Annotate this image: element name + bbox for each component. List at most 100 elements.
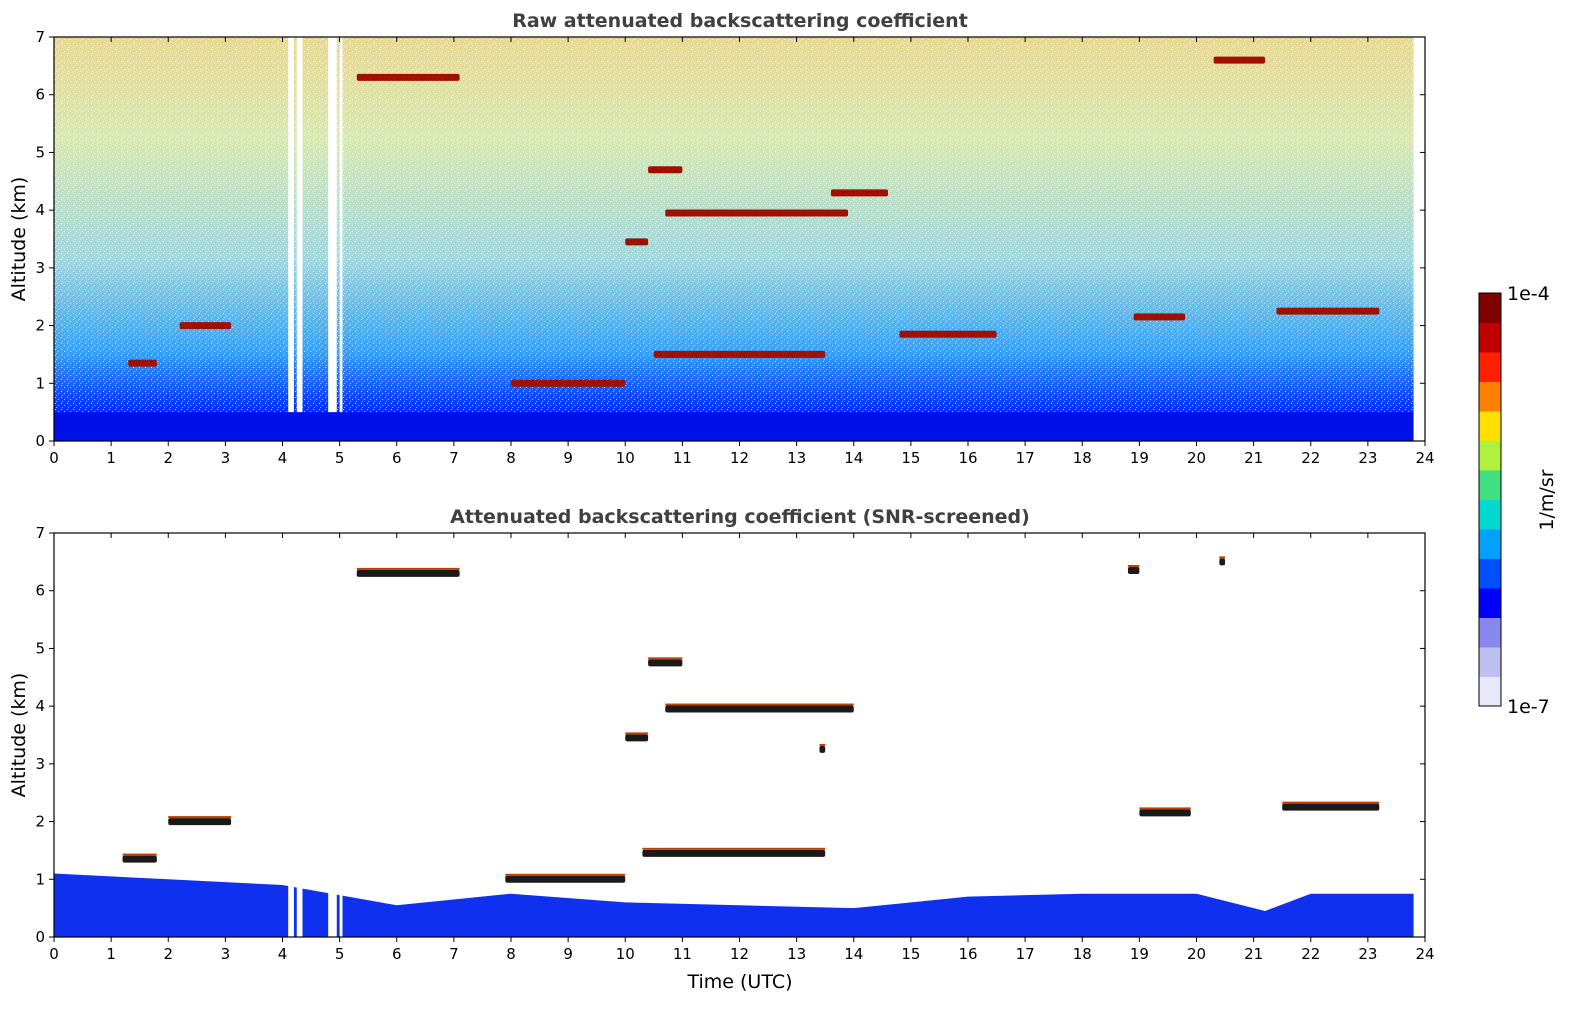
x-tick-label: 1 (106, 449, 116, 467)
x-tick-label: 4 (278, 449, 288, 467)
cloud-layer-edge (356, 567, 460, 570)
data-gap (296, 37, 303, 441)
data-gap (296, 877, 303, 937)
x-tick-label: 5 (335, 945, 345, 963)
x-tick-label: 10 (616, 449, 635, 467)
cloud-layer-edge (505, 873, 626, 876)
x-tick-label: 21 (1244, 945, 1263, 963)
boundary-layer (54, 37, 1425, 441)
x-tick-label: 7 (449, 449, 459, 467)
y-axis-label-screened: Altitude (km) (8, 673, 30, 798)
panel-snr-screened: Attenuated backscattering coefficient (S… (8, 506, 1435, 993)
colorbar-min-label: 1e-7 (1507, 696, 1550, 718)
x-axis-label: Time (UTC) (686, 971, 792, 993)
colorbar-max-label: 1e-4 (1507, 283, 1550, 305)
x-tick-label: 9 (563, 945, 573, 963)
data-gap (339, 877, 343, 937)
cloud-layer (653, 350, 826, 358)
colorbar-step (1479, 617, 1501, 648)
cloud-layer-edge (648, 657, 683, 660)
cloud-layer (625, 734, 649, 742)
cloud-layer (648, 659, 683, 667)
boundary-layer-screened (54, 873, 1414, 937)
x-tick-label: 6 (392, 945, 402, 963)
cloud-layer-edge (1282, 801, 1380, 804)
x-tick-label: 3 (221, 945, 231, 963)
data-gap (288, 37, 294, 441)
colorbar-step (1479, 411, 1501, 441)
x-tick-label: 5 (335, 449, 345, 467)
y-tick-label: 0 (35, 928, 45, 946)
colorbar-frame (1478, 292, 1502, 707)
raw-speckle-overlay (54, 37, 1417, 441)
x-axis-raw: 0 1 2 3 4 5 6 7 8 9 10 11 12 13 14 15 16 17 18 19 20 21 22 23 24 (49, 37, 1435, 467)
colorbar-step (1479, 352, 1501, 382)
cloud-layer (1127, 567, 1140, 575)
x-tick-label: 17 (1016, 449, 1035, 467)
cloud-layer-edge (642, 847, 826, 850)
cloud-layer (1276, 307, 1380, 315)
data-gap (339, 37, 343, 441)
y-tick-label: 4 (35, 697, 45, 715)
boundary-layer-band (54, 412, 1414, 441)
colorbar-step (1479, 440, 1501, 471)
cloud-layer-edge (168, 816, 232, 819)
y-axis-label-raw: Altitude (km) (8, 177, 30, 302)
cloud-layer (168, 818, 232, 826)
colorbar-step (1479, 470, 1501, 500)
y-tick-label: 6 (35, 86, 45, 104)
y-tick-label: 5 (35, 143, 45, 161)
x-tick-label: 21 (1244, 449, 1263, 467)
colorbar-step (1479, 529, 1501, 559)
cloud-layer (356, 73, 460, 81)
x-tick-label: 17 (1016, 945, 1035, 963)
y-tick-label: 2 (35, 317, 45, 335)
x-tick-label: 2 (163, 449, 173, 467)
x-axis-screened: 0 1 2 3 4 5 6 7 8 9 10 11 12 13 14 15 16 17 18 19 20 21 22 23 24 (49, 533, 1435, 963)
x-tick-label: 14 (844, 945, 863, 963)
cloud-layer-edge (1139, 807, 1191, 810)
cloud-layer (648, 166, 683, 174)
cloud-layer (625, 238, 649, 246)
cloud-layer (1282, 803, 1380, 811)
x-tick-label: 15 (901, 945, 920, 963)
x-tick-label: 8 (506, 449, 516, 467)
y-tick-label: 3 (35, 755, 45, 773)
x-tick-label: 7 (449, 945, 459, 963)
colorbar-step (1479, 381, 1501, 412)
cloud-layer (179, 322, 232, 330)
data-gaps (288, 37, 343, 441)
cloud-layer-edge (665, 703, 854, 706)
x-tick-label: 23 (1358, 449, 1377, 467)
x-tick-label: 12 (730, 449, 749, 467)
cloud-layer (122, 855, 157, 863)
chart-title-screened: Attenuated backscattering coefficient (S… (450, 506, 1030, 528)
x-tick-label: 20 (1187, 449, 1206, 467)
data-gaps-screened (288, 877, 343, 937)
cloud-layer (356, 569, 460, 577)
cloud-layer (1139, 809, 1191, 817)
y-tick-label: 1 (35, 870, 45, 888)
x-tick-label: 10 (616, 945, 635, 963)
x-tick-label: 15 (901, 449, 920, 467)
colorbar-steps (1479, 293, 1501, 707)
x-tick-label: 0 (49, 945, 59, 963)
x-tick-label: 16 (958, 449, 977, 467)
cloud-layer-edge (1219, 556, 1226, 559)
no-data-strip (1413, 37, 1425, 441)
colorbar-step (1479, 647, 1501, 677)
cloud-layer-edge (625, 732, 649, 735)
x-tick-label: 11 (673, 945, 692, 963)
cloud-layer-edge (122, 853, 157, 856)
colorbar-step (1479, 322, 1501, 353)
data-gap (288, 877, 294, 937)
cloud-layer (899, 330, 997, 338)
x-tick-label: 4 (278, 945, 288, 963)
cloud-layer (819, 745, 826, 753)
cloud-layer (642, 849, 826, 857)
data-gap (328, 37, 337, 441)
x-tick-label: 24 (1415, 449, 1434, 467)
x-tick-label: 20 (1187, 945, 1206, 963)
cloud-layer (511, 379, 626, 387)
y-axis-screened: 0 1 2 3 4 5 6 7 (35, 524, 1425, 946)
